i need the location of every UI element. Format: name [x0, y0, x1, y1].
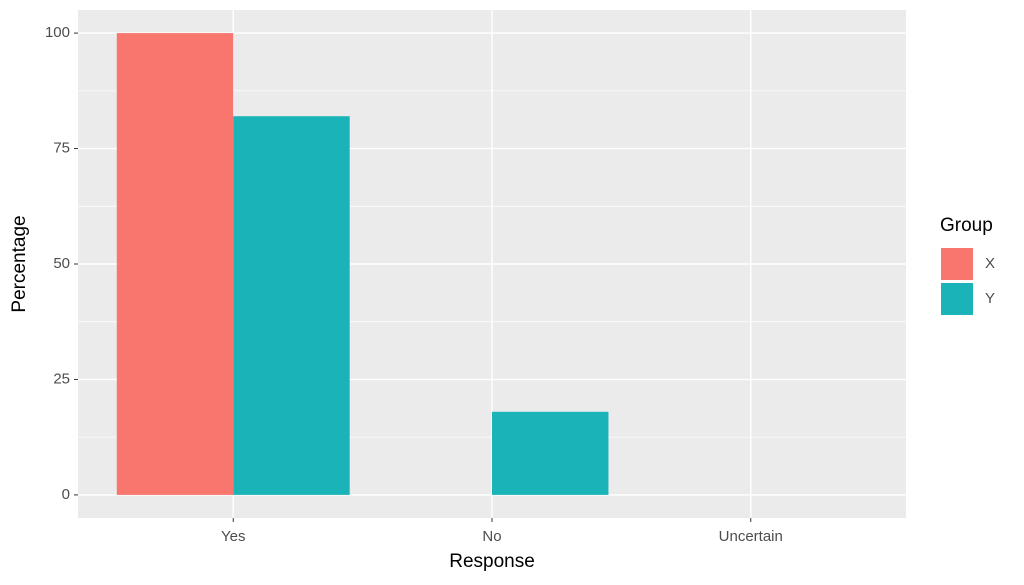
y-axis-title: Percentage	[9, 215, 30, 312]
y-tick-label: 50	[53, 255, 70, 272]
bar	[492, 411, 609, 495]
legend-key	[941, 283, 973, 315]
legend-key	[941, 248, 973, 280]
legend-title: Group	[940, 215, 993, 236]
legend-label: X	[985, 255, 995, 272]
bar	[233, 116, 350, 495]
x-tick-label: Yes	[221, 528, 245, 545]
y-tick-label: 100	[45, 24, 70, 41]
x-axis-title: Response	[449, 551, 535, 572]
x-tick-label: No	[482, 528, 501, 545]
legend-label: Y	[985, 290, 995, 307]
y-tick-label: 25	[53, 370, 70, 387]
y-tick-label: 0	[62, 486, 70, 503]
x-tick-label: Uncertain	[719, 528, 783, 545]
bar	[116, 33, 234, 495]
y-tick-label: 75	[53, 140, 70, 157]
